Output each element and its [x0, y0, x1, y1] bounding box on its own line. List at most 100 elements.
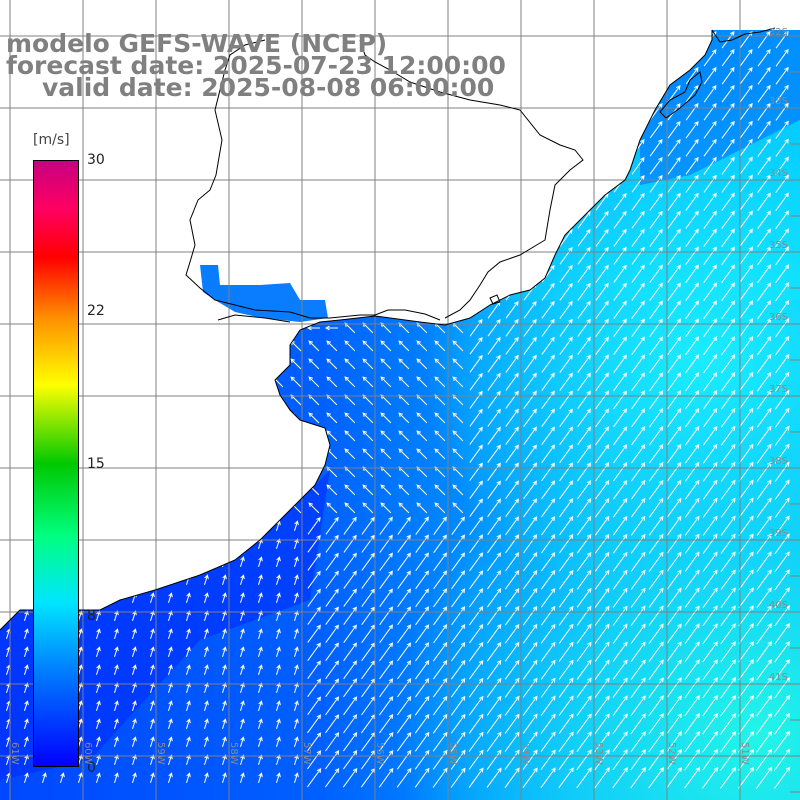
- wind-arrow: [416, 448, 428, 460]
- wind-arrow: [523, 480, 538, 500]
- wind-arrow: [398, 232, 410, 244]
- wind-arrow: [361, 606, 375, 625]
- wind-arrow: [186, 592, 191, 603]
- wind-arrow: [720, 497, 736, 518]
- wind-arrow: [685, 192, 699, 211]
- wind-arrow: [168, 520, 173, 531]
- wind-arrow: [78, 646, 83, 657]
- wind-arrow: [254, 394, 266, 406]
- wind-arrow: [649, 336, 664, 356]
- wind-arrow: [146, 376, 158, 388]
- wind-arrow: [685, 354, 700, 374]
- wind-arrow: [577, 157, 591, 175]
- wind-arrow: [667, 336, 682, 356]
- wind-arrow: [18, 289, 32, 295]
- wind-arrow: [469, 444, 483, 463]
- wind-arrow: [307, 534, 321, 553]
- wind-arrow: [362, 232, 374, 244]
- wind-arrow: [703, 282, 718, 302]
- wind-arrow: [216, 253, 230, 259]
- wind-arrow: [306, 109, 320, 115]
- wind-arrow: [469, 247, 483, 265]
- wind-arrow: [288, 199, 302, 205]
- wind-arrow: [559, 480, 574, 500]
- wind-arrow: [204, 772, 209, 783]
- wind-arrow: [288, 325, 302, 331]
- wind-arrow: [96, 574, 101, 585]
- wind-arrow: [487, 444, 501, 463]
- wind-arrow: [738, 479, 754, 500]
- wind-arrow: [576, 498, 592, 518]
- wind-arrow: [559, 300, 573, 319]
- wind-arrow: [738, 551, 754, 572]
- wind-arrow: [524, 85, 537, 102]
- wind-arrow: [180, 145, 194, 151]
- wind-arrow: [685, 336, 700, 356]
- wind-arrow: [451, 570, 466, 590]
- wind-arrow: [505, 390, 519, 409]
- wind-arrow: [96, 700, 101, 711]
- wind-arrow: [398, 268, 410, 280]
- wind-arrow: [308, 502, 320, 514]
- wind-arrow: [702, 533, 718, 554]
- lon-label-52w: 52W: [666, 742, 677, 765]
- wind-arrow: [684, 497, 700, 518]
- wind-arrow: [524, 67, 537, 84]
- wind-arrow: [361, 588, 375, 607]
- wind-arrow: [703, 67, 717, 85]
- wind-arrow: [325, 732, 340, 752]
- wind-arrow: [666, 408, 682, 428]
- wind-arrow: [380, 484, 392, 496]
- wind-arrow: [162, 235, 176, 241]
- wind-arrow: [343, 606, 357, 625]
- wind-arrow: [432, 713, 448, 734]
- wind-arrow: [613, 444, 628, 464]
- wind-arrow: [150, 538, 155, 549]
- wind-arrow: [578, 31, 591, 48]
- wind-arrow: [234, 181, 248, 187]
- wind-arrow: [344, 250, 356, 262]
- wind-arrow: [486, 767, 502, 788]
- wind-arrow: [18, 163, 32, 169]
- wind-arrow: [180, 325, 194, 331]
- wind-arrow: [541, 426, 555, 445]
- wind-arrow: [290, 430, 302, 442]
- wind-arrow: [222, 574, 227, 585]
- wind-arrow: [186, 772, 191, 783]
- wind-arrow: [361, 534, 375, 553]
- lon-label-56w: 56W: [374, 742, 385, 765]
- wind-arrow: [702, 641, 718, 663]
- wind-arrow: [666, 659, 682, 681]
- wind-arrow: [294, 520, 299, 531]
- wind-arrow: [775, 120, 789, 139]
- wind-arrow: [397, 606, 412, 626]
- wind-arrow: [146, 340, 158, 352]
- wind-arrow: [488, 103, 501, 120]
- wind-arrow: [541, 444, 556, 464]
- wind-arrow: [325, 678, 340, 698]
- wind-arrow: [630, 497, 646, 518]
- wind-arrow: [164, 448, 176, 460]
- wind-arrow: [0, 253, 14, 259]
- wind-arrow: [541, 103, 555, 120]
- wind-arrow: [216, 325, 230, 331]
- wind-arrow: [685, 156, 699, 175]
- wind-arrow: [180, 307, 194, 313]
- wind-arrow: [469, 390, 483, 409]
- wind-arrow: [523, 372, 537, 391]
- wind-arrow: [378, 714, 394, 734]
- wind-arrow: [150, 772, 155, 783]
- wind-arrow: [306, 127, 320, 133]
- wind-arrow: [756, 336, 772, 356]
- forecast-date: forecast date: 2025-07-23 12:00:00: [6, 51, 506, 80]
- wind-arrow: [720, 443, 736, 464]
- wind-arrow: [702, 461, 718, 482]
- wind-arrow: [128, 466, 140, 478]
- wind-arrow: [18, 307, 32, 313]
- wind-arrow: [240, 736, 245, 747]
- wind-arrow: [487, 498, 502, 518]
- wind-arrow: [326, 502, 338, 514]
- wind-arrow: [0, 307, 14, 313]
- wind-arrow: [204, 682, 209, 693]
- wind-arrow: [96, 592, 101, 603]
